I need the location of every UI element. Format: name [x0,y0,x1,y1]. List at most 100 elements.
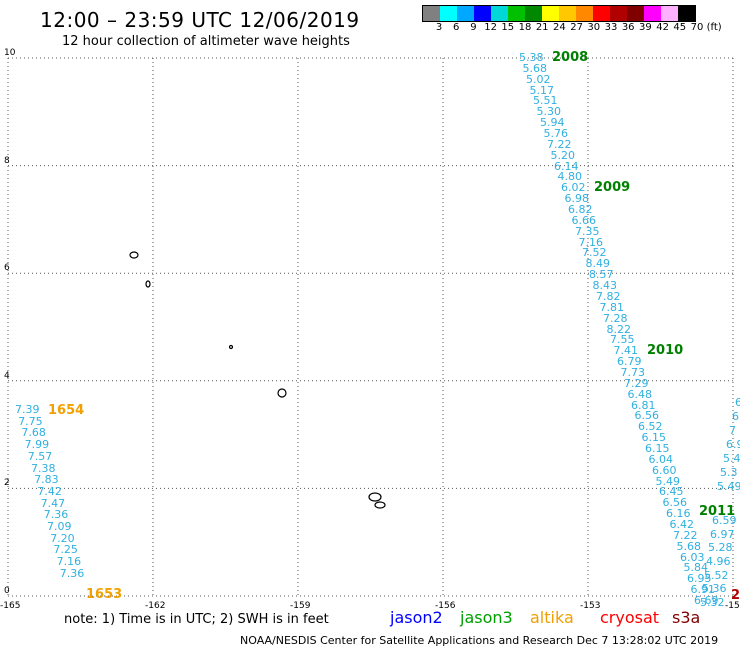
legend-label: 36 [621,22,635,33]
y-tick-label: 0 [4,586,10,596]
satellite-name: jason2 [390,608,443,627]
wave-height-value: 7.99 [24,438,50,452]
wave-height-value: 7.75 [18,414,43,428]
satellite-name: jason3 [460,608,513,627]
wave-height-value: 8.49 [585,257,611,271]
wave-height-value: 4.80 [557,170,583,184]
legend-label: 24 [553,22,566,33]
satellite-name: s3a [672,608,701,627]
y-tick-label: 8 [4,155,10,166]
wave-height-value: 6 [735,396,740,409]
wave-height-value: 5.4 [723,452,740,465]
x-tick-label: -150 [725,601,740,611]
wave-height-value: 7.39 [15,403,40,416]
wave-height-value: 6.95 [687,572,712,586]
x-tick-label: -165 [0,601,21,611]
legend-label: 15 [501,22,515,33]
pass-time-label: 1654 [48,403,85,418]
legend-label: 6 [453,22,460,33]
legend-swatch [661,6,678,21]
wave-height-value: 5.94 [540,116,565,130]
wave-height-value: 7.82 [596,289,621,303]
wave-height-value: 5.20 [550,148,576,162]
legend-label: 45 [673,22,687,33]
wave-height-value: 5.51 [533,94,558,108]
wave-height-value: 6.03 [680,550,705,564]
legend-swatch [423,6,440,21]
wave-height-value: 8.22 [606,322,632,336]
wave-height-value: 7.73 [620,365,646,379]
wave-height-value: 7.09 [47,520,72,533]
satellite-name: cryosat [600,608,660,627]
wave-height-value: 5.02 [526,72,551,86]
wave-height-value: 6.42 [669,517,695,531]
wave-height-value: 7.57 [27,449,53,463]
wave-height-value: 5.76 [543,127,569,141]
wave-height-value: 6.45 [659,485,684,499]
wave-height-value: 8.57 [589,268,614,282]
island-outline [374,501,386,509]
map-title: 12:00 – 23:59 UTC 12/06/2019 [40,8,360,32]
legend-label: 70 [690,22,704,33]
wave-height-value: 6.56 [634,409,660,423]
wave-height-value: 5.28 [708,541,733,555]
legend-label: 12 [484,22,497,33]
x-tick-label: -159 [290,601,311,611]
legend-swatch [440,6,457,21]
wave-height-value: 7.41 [613,344,639,358]
legend-swatch [559,6,576,21]
wave-height-value: 4.96 [706,555,731,568]
wave-height-value: 6.59 [712,514,737,527]
legend-label: 9 [470,22,477,33]
footer-note: note: 1) Time is in UTC; 2) SWH is in fe… [64,612,329,627]
wave-height-value: 5.49 [717,480,740,493]
legend-swatch [593,6,610,21]
wave-height-value: 5.3 [720,466,738,479]
y-tick-label: 4 [4,370,10,381]
legend-label: 18 [518,22,532,33]
wave-height-value: 7.42 [37,484,62,498]
wave-height-value: 7.83 [34,473,59,487]
x-tick-label: -162 [145,601,166,611]
legend-label: 42 [656,22,669,33]
wave-height-value: 7.47 [40,496,66,510]
wave-height-value: 6.52 [638,420,663,434]
wave-height-value: 7.22 [673,528,698,542]
y-tick-label: 2 [4,478,10,489]
wave-height-value: 6.15 [645,441,670,455]
wave-height-value: 5.68 [522,61,548,75]
wave-height-value: 7.36 [59,566,85,580]
pass-time-label: 2009 [594,180,631,195]
legend-label: 39 [639,22,652,33]
wave-height-value: 6.15 [641,431,667,445]
footer-credit: NOAA/NESDIS Center for Satellite Applica… [240,634,719,647]
wave-height-value: 7 [729,424,736,437]
island-outlines [129,251,386,509]
wave-height-value: 6.91 [690,583,716,597]
wave-height-value: 7.16 [578,235,604,249]
wave-height-value: 6 [732,410,739,423]
map-grid [7,57,734,597]
wave-height-value: 7.20 [50,531,75,545]
pass-time-label: 2 [731,588,740,603]
wave-height-value: 7.16 [56,555,82,569]
legend-swatch [576,6,593,21]
wave-height-value: 5.30 [536,105,562,119]
legend-swatch [610,6,627,21]
pass-time-label: 1653 [86,587,123,602]
wave-height-value: 6.56 [662,496,688,510]
island-outline [368,492,382,502]
pass-time-label: 2008 [552,50,589,65]
legend-swatch [508,6,525,21]
y-tick-label: 6 [4,263,10,274]
wave-height-value: 5.84 [683,561,709,575]
island-outline [228,344,234,350]
color-scale-legend [422,5,696,22]
wave-height-value: 5.32 [700,596,725,609]
legend-label: 3 [435,22,443,33]
legend-label: 27 [570,22,583,33]
legend-swatch [627,6,644,21]
pass-time-label: 2011 [699,504,736,519]
wave-height-value: 6.97 [710,527,735,541]
